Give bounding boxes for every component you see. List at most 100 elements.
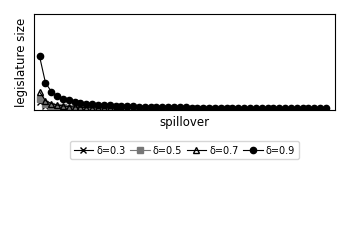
δ=0.9: [306, 108, 310, 110]
δ=0.5: [78, 107, 83, 110]
δ=0.7: [119, 107, 124, 110]
δ=0.5: [55, 106, 59, 109]
δ=0.3: [43, 105, 48, 108]
δ=0.7: [37, 91, 42, 94]
δ=0.5: [160, 108, 164, 111]
δ=0.7: [113, 107, 118, 110]
δ=0.9: [37, 56, 42, 59]
δ=0.9: [178, 106, 182, 109]
δ=0.9: [242, 107, 246, 110]
δ=0.7: [172, 108, 176, 111]
δ=0.5: [137, 108, 141, 111]
δ=0.3: [143, 108, 147, 111]
δ=0.9: [148, 106, 153, 109]
δ=0.9: [224, 107, 229, 110]
δ=0.9: [84, 103, 89, 105]
δ=0.7: [125, 108, 130, 110]
δ=0.9: [260, 107, 264, 110]
δ=0.7: [195, 108, 199, 111]
δ=0.9: [102, 104, 106, 107]
δ=0.7: [301, 108, 305, 111]
δ=0.7: [166, 108, 170, 111]
δ=0.7: [324, 108, 328, 111]
δ=0.5: [154, 108, 159, 111]
δ=0.5: [143, 108, 147, 111]
δ=0.9: [125, 105, 130, 108]
δ=0.7: [107, 107, 112, 110]
δ=0.3: [67, 107, 71, 110]
δ=0.7: [219, 108, 223, 111]
δ=0.5: [213, 108, 217, 111]
Line: δ=0.7: δ=0.7: [37, 90, 329, 112]
δ=0.9: [230, 107, 235, 110]
δ=0.3: [72, 108, 77, 110]
δ=0.9: [131, 106, 135, 108]
δ=0.9: [72, 101, 77, 104]
δ=0.7: [289, 108, 293, 111]
δ=0.5: [61, 106, 65, 109]
δ=0.3: [148, 108, 153, 111]
δ=0.5: [189, 108, 194, 111]
δ=0.9: [277, 107, 281, 110]
δ=0.9: [295, 107, 299, 110]
δ=0.7: [84, 107, 89, 109]
δ=0.9: [254, 107, 258, 110]
δ=0.7: [137, 108, 141, 110]
δ=0.9: [219, 107, 223, 110]
δ=0.7: [213, 108, 217, 111]
δ=0.9: [154, 106, 159, 109]
δ=0.5: [49, 105, 53, 108]
δ=0.3: [154, 108, 159, 111]
δ=0.7: [102, 107, 106, 110]
δ=0.3: [49, 106, 53, 109]
δ=0.7: [72, 106, 77, 109]
δ=0.7: [201, 108, 205, 111]
X-axis label: spillover: spillover: [159, 116, 209, 128]
δ=0.9: [55, 95, 59, 98]
δ=0.3: [96, 108, 100, 111]
δ=0.5: [230, 108, 235, 111]
δ=0.9: [195, 107, 199, 109]
δ=0.3: [113, 108, 118, 111]
δ=0.9: [301, 108, 305, 110]
δ=0.7: [90, 107, 94, 110]
δ=0.5: [90, 108, 94, 110]
δ=0.3: [84, 108, 89, 111]
δ=0.7: [67, 106, 71, 109]
δ=0.7: [96, 107, 100, 110]
δ=0.7: [242, 108, 246, 111]
δ=0.5: [172, 108, 176, 111]
δ=0.3: [90, 108, 94, 111]
δ=0.7: [277, 108, 281, 111]
δ=0.9: [201, 107, 205, 110]
δ=0.5: [178, 108, 182, 111]
δ=0.9: [312, 108, 316, 110]
δ=0.9: [207, 107, 211, 110]
δ=0.9: [67, 100, 71, 102]
δ=0.9: [61, 98, 65, 101]
δ=0.7: [248, 108, 252, 111]
δ=0.3: [55, 107, 59, 109]
δ=0.5: [207, 108, 211, 111]
δ=0.7: [230, 108, 235, 111]
δ=0.9: [107, 104, 112, 107]
δ=0.5: [125, 108, 130, 111]
δ=0.5: [148, 108, 153, 111]
δ=0.3: [160, 108, 164, 111]
δ=0.9: [248, 107, 252, 110]
δ=0.9: [78, 102, 83, 105]
δ=0.7: [131, 108, 135, 110]
δ=0.5: [113, 108, 118, 111]
δ=0.9: [271, 107, 275, 110]
δ=0.5: [67, 107, 71, 110]
δ=0.3: [119, 108, 124, 111]
δ=0.7: [271, 108, 275, 111]
δ=0.5: [102, 108, 106, 111]
Y-axis label: legislature size: legislature size: [15, 18, 28, 107]
δ=0.9: [213, 107, 217, 110]
δ=0.9: [189, 107, 194, 109]
δ=0.5: [84, 107, 89, 110]
δ=0.7: [312, 108, 316, 111]
δ=0.9: [283, 107, 287, 110]
δ=0.7: [236, 108, 240, 111]
